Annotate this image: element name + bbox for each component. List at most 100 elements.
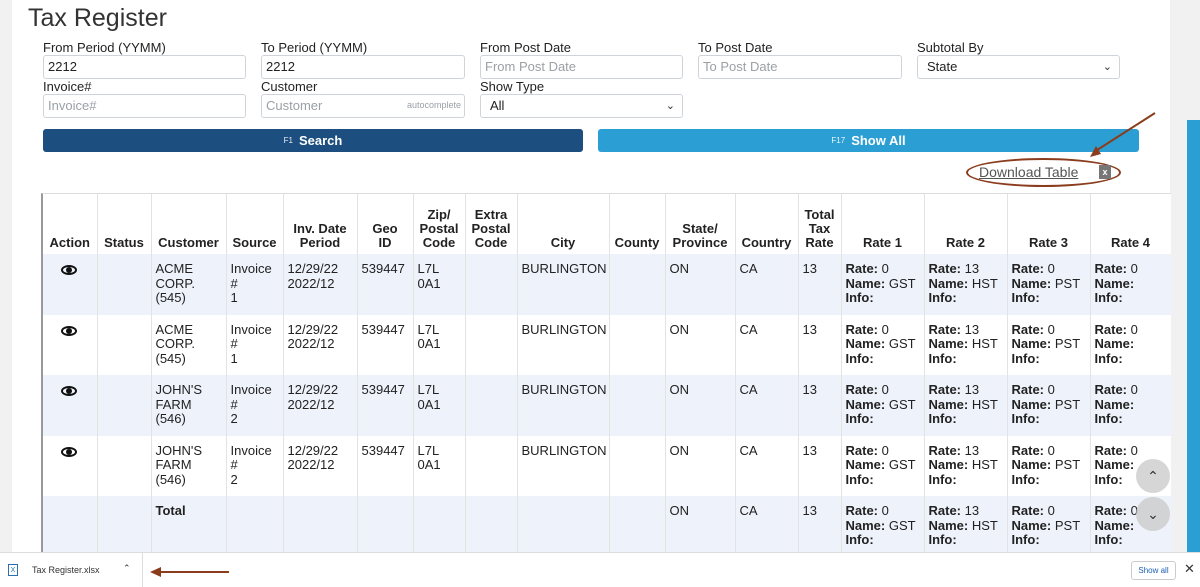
scroll-up-button[interactable]: ⌃ [1136,459,1170,493]
rate-field-value: HST [971,457,998,472]
table-row: JOHN'S FARM (546) Invoice #2 12/29/22 2022/12 5… [43,435,1171,496]
table-body: ACME CORP. (545) Invoice #1 12/29/22 2022/12 53… [43,254,1171,552]
inv-date-period-cell: 12/29/22 2022/12 [283,314,358,375]
rate-field-label: Name: [1094,517,1135,533]
rate-field-value: 0 [1047,442,1055,458]
invoice-input[interactable]: Invoice# [43,94,246,118]
empty-cell [283,496,358,552]
total-tax-rate-cell: 13 [798,314,842,375]
header-line: State/ [682,221,718,236]
rate-field-label: Name: [1094,457,1135,472]
to-period-input[interactable]: 2212 [261,55,465,79]
inv-date: 12/29/22 [287,382,339,397]
search-button[interactable]: F1 Search [43,129,583,152]
scroll-down-button[interactable]: ⌄ [1136,497,1170,531]
rate-field-value: HST [971,336,998,351]
scrollbar-thumb[interactable] [1187,120,1200,552]
empty-cell [465,496,518,552]
postal-line: L7L [417,261,440,276]
rate-field-label: Name: [1094,396,1135,412]
rate-field-label: Name: [928,517,969,533]
col-county: County [609,194,666,254]
rate-field-label: Rate: [1011,261,1045,276]
rate-field-value: GST [888,336,916,351]
download-item[interactable]: X Tax Register.xlsx ⌃ [0,553,143,587]
rate-field-label: Info: [1094,532,1123,547]
header-line: Postal [419,221,459,236]
show-all-button[interactable]: F17 Show All [598,129,1139,152]
header-line: Code [474,235,508,250]
show-all-button-label: Show All [851,133,906,148]
subtotal-by-select[interactable]: State ⌄ [917,55,1120,79]
extra-postal-cell [465,314,518,375]
header-line: Postal [471,221,511,236]
rate-field-value: 0 [1130,442,1138,458]
rate-field-label: Name: [928,336,969,351]
rate-field-label: Rate: [928,261,962,276]
col-inv-date-period: Inv. Date Period [283,194,358,254]
header-line: Code [422,235,456,250]
download-bar: X Tax Register.xlsx ⌃ Show all ✕ [0,552,1200,587]
rate-field-label: Rate: [1011,321,1045,337]
rate-field-label: Info: [1011,471,1040,487]
rate-field-label: Name: [1011,457,1052,472]
rate-field-label: Info: [1011,411,1040,426]
total-label: Total [151,496,227,552]
show-all-shortcut-key: F17 [831,136,846,145]
col-total-tax-rate: Total Tax Rate [798,194,842,254]
table-header-row: Action Status Customer Source Inv. Date P… [43,194,1171,254]
county-cell [609,314,666,375]
chevron-up-icon: ⌃ [1147,467,1159,484]
rate-4-cell: Rate: 0 Name: Info: [1090,254,1171,315]
action-cell [43,435,98,496]
status-cell [97,496,152,552]
country-cell: CA [735,435,799,496]
excel-file-icon: X [8,564,18,576]
eye-icon[interactable] [61,386,77,396]
customer-cell: JOHN'S FARM (546) [151,375,227,436]
rate-field-value: PST [1054,457,1081,472]
source-cell: Invoice #1 [226,314,284,375]
rate-field-label: Name: [1011,396,1052,412]
download-table-link[interactable]: Download Table [979,164,1079,180]
rate-field-label: Rate: [928,382,962,397]
rate-3-cell: Rate: 0 Name: PST Info: [1007,314,1091,375]
source-line: 2 [230,411,238,426]
country-cell: CA [735,254,799,315]
col-state-province: State/Province [665,194,736,254]
chevron-up-icon[interactable]: ⌃ [123,563,131,573]
rate-field-value: 0 [881,261,889,276]
to-post-date-input[interactable]: To Post Date [698,55,902,79]
excel-icon[interactable]: x [1099,165,1111,179]
rate-2-cell: Rate: 13 Name: HST Info: [924,375,1008,436]
customer-line: (546) [155,411,186,426]
eye-icon[interactable] [61,325,77,336]
annotation-arrow-head [150,567,161,577]
rate-field-label: Rate: [845,321,879,337]
rate-field-label: Rate: [1094,321,1128,337]
customer-line: (545) [155,350,186,366]
geo-id-cell: 539447 [357,435,414,496]
show-all-downloads-button[interactable]: Show all [1131,561,1176,580]
close-icon[interactable]: ✕ [1184,561,1195,576]
col-source: Source [226,194,284,254]
rate-field-label: Rate: [1011,442,1045,458]
inv-date: 12/29/22 [287,261,339,276]
inv-date-period-cell: 12/29/22 2022/12 [283,375,358,436]
customer-input[interactable]: Customer autocomplete [261,94,465,118]
page-area: Tax Register From Period (YYMM) 2212 To … [0,0,1200,552]
city-cell: BURLINGTON [517,435,610,496]
status-cell [97,254,152,315]
rate-field-value: PST [1054,517,1081,533]
rate-field-label: Info: [845,532,874,547]
rate-field-value: GST [888,517,916,533]
from-period-input[interactable]: 2212 [43,55,246,79]
show-type-select[interactable]: All ⌄ [480,94,683,118]
eye-icon[interactable] [61,446,77,457]
rate-1-cell: Rate: 0 Name: GST Info: [841,254,925,315]
source-line: # [230,457,238,472]
rate-field-value: PST [1054,336,1081,351]
eye-icon[interactable] [61,265,77,275]
subtotal-by-label: Subtotal By [917,40,984,55]
from-post-date-input[interactable]: From Post Date [480,55,683,79]
